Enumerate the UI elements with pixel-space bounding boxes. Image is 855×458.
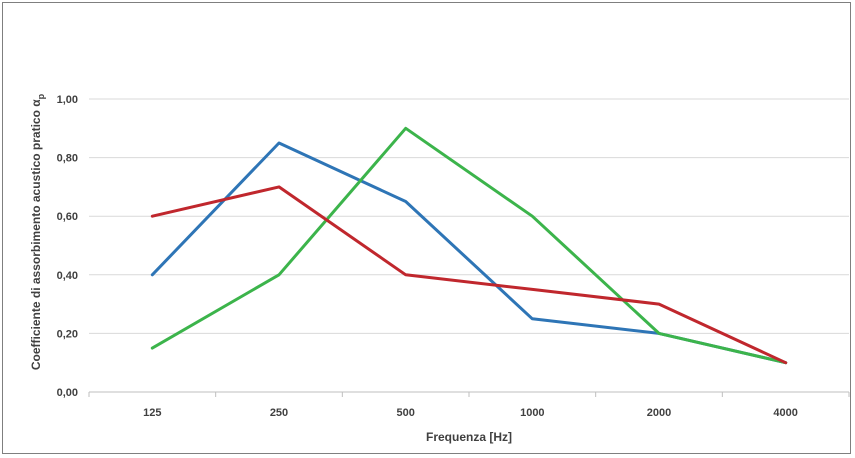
y-tick-label: 1,00 <box>57 94 78 106</box>
y-tick-label: 0,20 <box>57 328 78 340</box>
series-line-2 <box>150 126 788 365</box>
y-tick-label: 0,00 <box>57 387 78 399</box>
y-tick-label: 0,80 <box>57 153 78 165</box>
x-axis <box>88 391 850 397</box>
x-tick-label: 4000 <box>773 407 797 419</box>
y-axis-ticks: 0,00 0,20 0,40 0,60 0,80 1,00 <box>57 94 78 399</box>
x-tick-label: 250 <box>270 407 288 419</box>
gridlines <box>89 98 849 334</box>
y-tick-label: 0,40 <box>57 270 78 282</box>
y-axis-title-subscript: p <box>36 93 46 99</box>
series-line-1 <box>150 141 788 365</box>
x-tick-label: 500 <box>396 407 414 419</box>
y-axis-title-text: Coefficiente di assorbimento acustico pr… <box>29 99 43 370</box>
x-tick-label: 1000 <box>520 407 544 419</box>
series-lines <box>150 126 788 365</box>
x-tick-label: 125 <box>143 407 161 419</box>
chart-frame <box>2 2 851 454</box>
y-axis-title: Coefficiente di assorbimento acustico pr… <box>29 93 46 370</box>
x-tick-label: 2000 <box>647 407 671 419</box>
x-axis-ticks: 125 250 500 1000 2000 4000 <box>143 407 798 419</box>
y-tick-label: 0,60 <box>57 211 78 223</box>
x-axis-title: Frequenza [Hz] <box>426 430 512 444</box>
series-line-3 <box>150 185 788 365</box>
